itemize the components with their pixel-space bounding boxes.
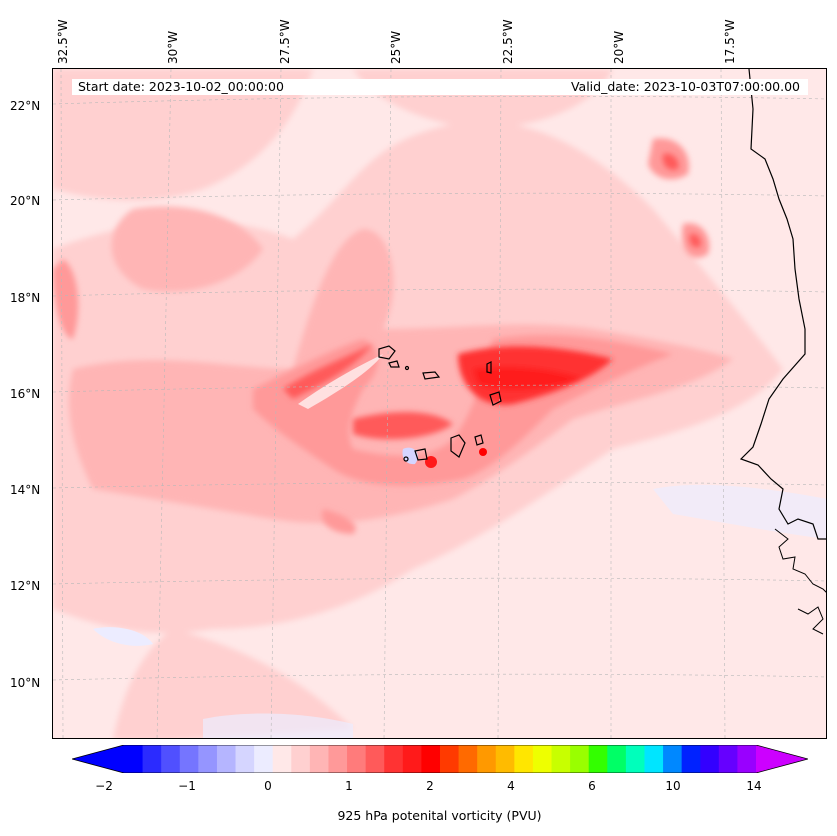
lat-label-10n: 10°N: [10, 676, 41, 690]
lon-label-25w: 25°W: [389, 30, 403, 64]
graticule: [53, 69, 826, 738]
colorbar-swatch: [328, 745, 348, 773]
pv-contour-strong: [283, 153, 701, 440]
pv-contour-negative: [93, 447, 826, 738]
colorbar-swatch: [347, 745, 367, 773]
coastline-guinea: [797, 606, 824, 635]
cbar-tick-10: 10: [665, 779, 681, 793]
colorbar-swatch: [514, 745, 534, 773]
cbar-tick-2: 2: [426, 779, 434, 793]
pv-max-dot-1: [425, 456, 437, 468]
colorbar-swatch: [384, 745, 404, 773]
colorbar-swatch: [235, 745, 255, 773]
colorbar-label: 925 hPa potenital vorticity (PVU): [337, 808, 542, 823]
coastline-west-africa: [774, 528, 826, 593]
colorbar-swatch: [309, 745, 329, 773]
colorbar-swatch: [681, 745, 701, 773]
colorbar-swatch: [700, 745, 720, 773]
cbar-tick-1: 1: [345, 779, 353, 793]
pv-field-map: [53, 69, 826, 738]
colorbar-extend-over: [756, 745, 808, 773]
pv-contour-pink: [53, 206, 733, 523]
colorbar-swatch: [663, 745, 683, 773]
lat-label-14n: 14°N: [10, 483, 41, 497]
lon-label-20w: 20°W: [612, 30, 626, 64]
colorbar-swatch: [570, 745, 590, 773]
lat-label-12n: 12°N: [10, 579, 41, 593]
map-panel: [52, 68, 827, 739]
colorbar-swatch: [644, 745, 664, 773]
cbar-tick-4: 4: [507, 779, 515, 793]
lat-label-22n: 22°N: [10, 99, 41, 113]
cbar-tick-neg2: −2: [95, 779, 113, 793]
colorbar-swatch: [718, 745, 738, 773]
colorbar-swatch: [198, 745, 218, 773]
colorbar-swatch: [532, 745, 553, 773]
colorbar-swatch: [216, 745, 237, 773]
cbar-tick-6: 6: [588, 779, 596, 793]
lat-label-20n: 20°N: [10, 194, 41, 208]
colorbar-swatch: [365, 745, 385, 773]
colorbar-swatch: [402, 745, 422, 773]
colorbar-swatch: [440, 745, 460, 773]
low-pv-streak: [298, 354, 383, 409]
colorbar-swatch: [179, 745, 199, 773]
colorbar-swatch: [737, 745, 757, 773]
colorbar-swatch: [588, 745, 608, 773]
start-date-text: Start date: 2023-10-02_00:00:00: [78, 79, 284, 94]
colorbar-swatch: [477, 745, 497, 773]
colorbar-extend-under: [72, 745, 124, 773]
cbar-tick-neg1: −1: [178, 779, 196, 793]
lon-label-22-5w: 22.5°W: [501, 19, 515, 64]
colorbar-swatch: [254, 745, 274, 773]
colorbar-swatch: [551, 745, 571, 773]
colorbar-swatch: [421, 745, 441, 773]
info-bar: Start date: 2023-10-02_00:00:00 Valid_da…: [72, 79, 808, 95]
colorbar: [72, 745, 808, 773]
colorbar-swatch: [625, 745, 645, 773]
colorbar-swatch: [291, 745, 311, 773]
colorbar-swatch: [161, 745, 181, 773]
cbar-tick-14: 14: [746, 779, 762, 793]
colorbar-swatch: [458, 745, 478, 773]
lat-label-18n: 18°N: [10, 291, 41, 305]
lon-label-32-5w: 32.5°W: [56, 19, 70, 64]
lat-label-16n: 16°N: [10, 387, 41, 401]
colorbar-swatch: [272, 745, 292, 773]
africa-coastline: [739, 69, 826, 540]
pv-max-dot-2: [479, 448, 487, 456]
colorbar-swatch: [124, 745, 144, 773]
colorbar-swatch: [495, 745, 515, 773]
lon-label-17-5w: 17.5°W: [723, 19, 737, 64]
lon-label-27-5w: 27.5°W: [278, 19, 292, 64]
cbar-tick-0: 0: [264, 779, 272, 793]
lon-label-30w: 30°W: [166, 30, 180, 64]
valid-date-text: Valid_date: 2023-10-03T07:00:00.00: [570, 79, 800, 94]
cape-verde-islands: [378, 345, 502, 462]
colorbar-swatch: [607, 745, 627, 773]
colorbar-swatch: [142, 745, 162, 773]
